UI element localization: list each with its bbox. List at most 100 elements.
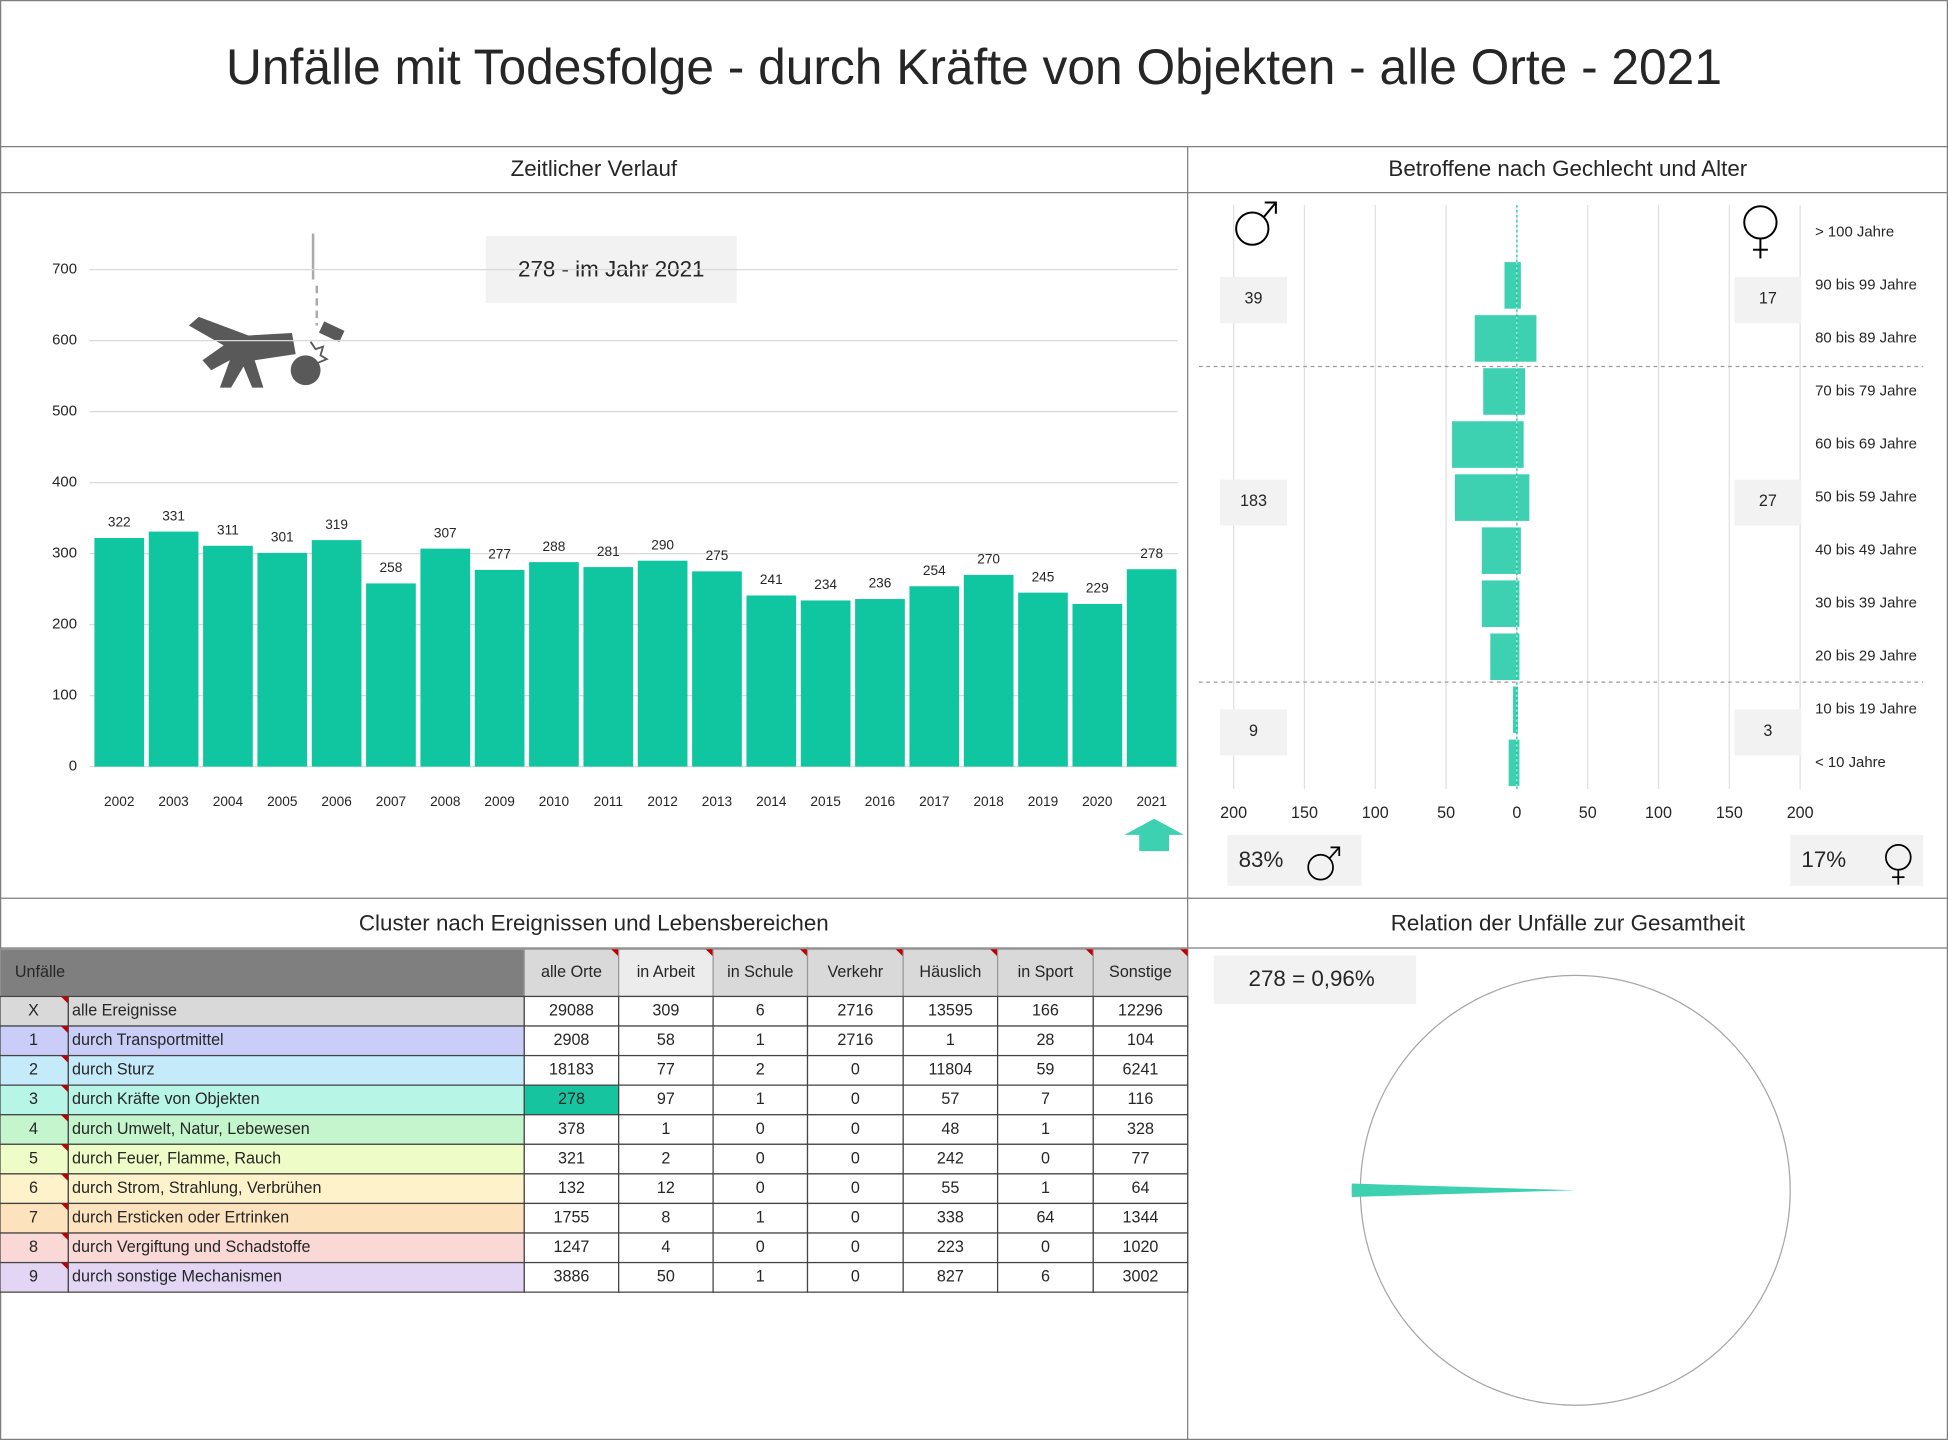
cell-value: 1247 — [554, 1238, 590, 1256]
bar — [1512, 685, 1518, 734]
cell-value: 1 — [661, 1120, 670, 1138]
x-tick-label: 2017 — [919, 794, 949, 809]
x-tick-label: 2010 — [539, 794, 570, 809]
header-text: in Sport — [1018, 963, 1074, 981]
cell-value: 242 — [937, 1149, 964, 1167]
age-label: 60 bis 69 Jahre — [1815, 436, 1917, 452]
cell-value: 57 — [941, 1090, 959, 1108]
value-cell — [1092, 1084, 1189, 1116]
bar — [1516, 261, 1522, 310]
value-label: 254 — [923, 563, 946, 578]
page-title: Unfälle mit Todesfolge - durch Kräfte vo… — [226, 39, 1722, 95]
value-label: 319 — [325, 517, 348, 532]
x-tick-label: 2015 — [810, 794, 841, 809]
row-label: durch Kräfte von Objekten — [72, 1090, 260, 1108]
cell-value: 2716 — [837, 1001, 873, 1019]
x-tick-label: 2002 — [104, 794, 134, 809]
value-label: 241 — [760, 572, 783, 587]
cell-value: 6 — [1041, 1268, 1050, 1286]
group-total: 17 — [1759, 290, 1777, 308]
cell-value: 0 — [851, 1179, 860, 1197]
header-cell — [618, 948, 714, 998]
x-tick-label: 2006 — [321, 794, 351, 809]
cell-value: 1 — [756, 1031, 765, 1049]
value-cell — [806, 1173, 904, 1205]
cell-value: 132 — [558, 1179, 585, 1197]
bar — [1508, 738, 1518, 787]
age-label: 30 bis 39 Jahre — [1815, 596, 1917, 612]
value-cell — [996, 1084, 1094, 1116]
value-label: 331 — [162, 508, 185, 523]
panel-title: Zeitlicher Verlauf — [511, 156, 678, 181]
panel-dividers — [0, 145, 1948, 1440]
group-total: 3 — [1763, 722, 1772, 740]
y-tick-label: 600 — [52, 333, 77, 349]
value-cell — [618, 995, 714, 1027]
group-box — [1219, 709, 1288, 756]
x-tick-label: 100 — [1645, 804, 1672, 822]
age-label: 40 bis 49 Jahre — [1815, 543, 1917, 559]
value-cell — [806, 1025, 904, 1057]
cell-value: 223 — [937, 1238, 964, 1256]
cell-value: 59 — [1036, 1061, 1054, 1079]
value-label: 311 — [217, 522, 239, 537]
bar — [1516, 367, 1526, 416]
x-tick-label: 50 — [1579, 804, 1597, 822]
current-year-arrow — [1124, 818, 1184, 852]
cell-value: 77 — [1131, 1149, 1149, 1167]
value-label: 245 — [1032, 569, 1055, 584]
value-cell — [1092, 1143, 1189, 1175]
y-tick-label: 400 — [52, 475, 77, 491]
header-cell — [996, 948, 1094, 998]
age-label: 70 bis 79 Jahre — [1815, 383, 1917, 399]
cell-value: 328 — [1127, 1120, 1154, 1138]
value-label: 288 — [543, 539, 566, 554]
y-tick-label: 300 — [52, 546, 77, 562]
value-cell — [1092, 1054, 1189, 1086]
label-cell — [67, 1261, 525, 1293]
cell-value: 0 — [851, 1208, 860, 1226]
age-label: 90 bis 99 Jahre — [1815, 277, 1917, 293]
female-share: 17% — [1801, 847, 1846, 872]
label-cell — [67, 1143, 525, 1175]
bar — [1451, 420, 1518, 469]
bar — [203, 545, 253, 767]
label-cell — [67, 1202, 525, 1234]
header-text: Unfälle — [15, 963, 65, 981]
x-tick-label: 2013 — [702, 794, 732, 809]
value-cell — [712, 1232, 809, 1264]
cell-value: 2 — [756, 1061, 765, 1079]
group-total: 39 — [1245, 290, 1263, 308]
bar — [311, 540, 362, 767]
cell-value: 1 — [756, 1090, 765, 1108]
value-cell — [618, 1143, 714, 1175]
cell-value: 11804 — [929, 1061, 973, 1079]
bar — [1126, 569, 1177, 767]
bar — [474, 569, 525, 767]
value-cell — [806, 1261, 904, 1293]
header-text: Häuslich — [919, 963, 981, 981]
cell-value: 18183 — [549, 1061, 594, 1079]
bar — [148, 531, 199, 767]
x-tick-label: 2016 — [865, 794, 895, 809]
y-tick-label: 100 — [52, 688, 77, 704]
cell-value: 1344 — [1123, 1208, 1159, 1226]
cell-value: 28 — [1036, 1031, 1054, 1049]
bar — [1489, 632, 1518, 681]
bar — [1481, 526, 1518, 575]
value-cell — [996, 1173, 1094, 1205]
bar — [1482, 367, 1518, 416]
row-label: durch Feuer, Flamme, Rauch — [72, 1149, 281, 1167]
value-cell — [1092, 1025, 1189, 1057]
cell-value: 50 — [657, 1268, 675, 1286]
value-cell — [806, 1114, 904, 1145]
cell-value: 1 — [946, 1031, 955, 1049]
cell-value: 29088 — [549, 1001, 594, 1019]
value-label: 275 — [706, 548, 729, 563]
header-cell — [1092, 948, 1189, 998]
female-symbol — [1743, 205, 1778, 259]
value-cell — [806, 1143, 904, 1175]
row-code: 3 — [29, 1090, 38, 1108]
bar — [800, 600, 851, 767]
x-tick-label: 2014 — [756, 794, 787, 809]
